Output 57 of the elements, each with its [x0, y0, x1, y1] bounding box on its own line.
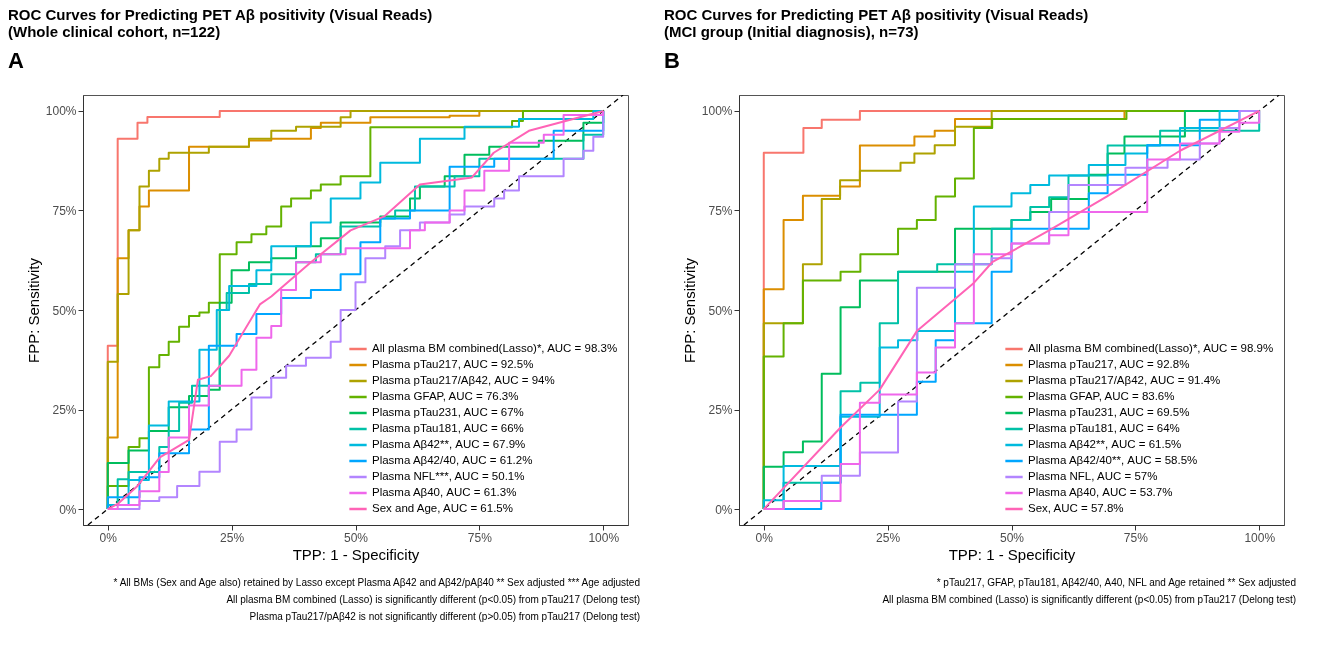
legend-label: Plasma Aβ42/40**, AUC = 58.5%	[1028, 454, 1198, 466]
y-tick-label: 100%	[701, 104, 733, 119]
chart-subtitle: (Whole clinical cohort, n=122)	[8, 23, 221, 40]
legend-label: Plasma pTau217, AUC = 92.5%	[372, 358, 534, 370]
chart-title: ROC Curves for Predicting PET Aβ positivity (Visual Reads)	[664, 6, 1089, 23]
x-tick-label: 0%	[755, 530, 774, 545]
text: B	[664, 48, 680, 73]
legend-label: Plasma Aβ42**, AUC = 67.9%	[372, 438, 526, 450]
text: * All BMs (Sex and Age also) retained by Lasso except Plasma Aβ42 and Aβ42/pAβ40 ** Sex adjusted *** Age adjusted	[113, 577, 640, 588]
legend-label: Plasma GFAP, AUC = 83.6%	[1028, 390, 1175, 402]
chart-subtitle: (MCI group (Initial diagnosis), n=73)	[664, 23, 919, 40]
legend-label: Plasma pTau181, AUC = 66%	[372, 422, 524, 434]
x-tick-label: 50%	[999, 530, 1025, 545]
y-axis-title: FPP: Sensitivity	[680, 257, 698, 364]
legend-label: Plasma pTau231, AUC = 67%	[372, 406, 524, 418]
x-tick-label: 25%	[220, 530, 245, 545]
legend-label: Plasma pTau217, AUC = 92.8%	[1028, 358, 1190, 370]
y-tick-label: 50%	[52, 303, 77, 318]
y-tick-label: 75%	[52, 203, 77, 218]
y-tick-label: 0%	[59, 502, 77, 517]
text: All plasma BM combined (Lasso) is significantly different (p<0.05) from pTau217 (Delong test)	[226, 594, 640, 605]
y-tick-label: 25%	[52, 403, 77, 418]
legend-label: Plasma Aβ40, AUC = 53.7%	[1028, 486, 1173, 498]
legend-label: Plasma pTau217/Aβ42, AUC = 94%	[372, 374, 555, 386]
legend-label: Sex, AUC = 57.8%	[1028, 502, 1124, 514]
x-tick-label: 100%	[1244, 530, 1276, 545]
x-tick-label: 0%	[99, 530, 118, 545]
x-axis-title: TPP: 1 - Specificity	[948, 545, 1076, 563]
legend-label: Plasma Aβ42**, AUC = 61.5%	[1028, 438, 1182, 450]
legend-label: Plasma pTau181, AUC = 64%	[1028, 422, 1180, 434]
legend-label: Plasma Aβ42/40, AUC = 61.2%	[372, 454, 533, 466]
legend-label: All plasma BM combined(Lasso)*, AUC = 98.9%	[1028, 342, 1274, 354]
y-tick-label: 50%	[708, 303, 733, 318]
x-tick-label: 100%	[588, 530, 620, 545]
legend-label: Plasma GFAP, AUC = 76.3%	[372, 390, 519, 402]
legend-label: Sex and Age, AUC = 61.5%	[372, 502, 513, 514]
legend-label: Plasma NFL***, AUC = 50.1%	[372, 470, 525, 482]
text: Plasma pTau217/pAβ42 is not significantly different (p>0.05) from pTau217 (Delong test)	[249, 611, 640, 622]
x-tick-label: 25%	[876, 530, 901, 545]
x-tick-label: 75%	[467, 530, 493, 545]
chart-title: ROC Curves for Predicting PET Aβ positivity (Visual Reads)	[8, 6, 433, 23]
y-tick-label: 0%	[715, 502, 733, 517]
y-tick-label: 75%	[708, 203, 733, 218]
x-tick-label: 50%	[343, 530, 369, 545]
y-axis-title: FPP: Sensitivity	[24, 257, 42, 364]
text: A	[8, 48, 24, 73]
y-tick-label: 100%	[45, 104, 77, 119]
legend-label: Plasma pTau217/Aβ42, AUC = 91.4%	[1028, 374, 1221, 386]
x-tick-label: 75%	[1123, 530, 1149, 545]
legend-label: Plasma NFL, AUC = 57%	[1028, 470, 1158, 482]
legend-label: Plasma pTau231, AUC = 69.5%	[1028, 406, 1190, 418]
x-axis-title: TPP: 1 - Specificity	[292, 545, 420, 563]
legend-label: All plasma BM combined(Lasso)*, AUC = 98.3%	[372, 342, 618, 354]
text: * pTau217, GFAP, pTau181, Aβ42/40, A40, NFL and Age retained ** Sex adjusted	[936, 577, 1296, 588]
y-tick-label: 25%	[708, 403, 733, 418]
legend-label: Plasma Aβ40, AUC = 61.3%	[372, 486, 517, 498]
text: All plasma BM combined (Lasso) is significantly different (p<0.05) from pTau217 (Delong test)	[882, 594, 1296, 605]
